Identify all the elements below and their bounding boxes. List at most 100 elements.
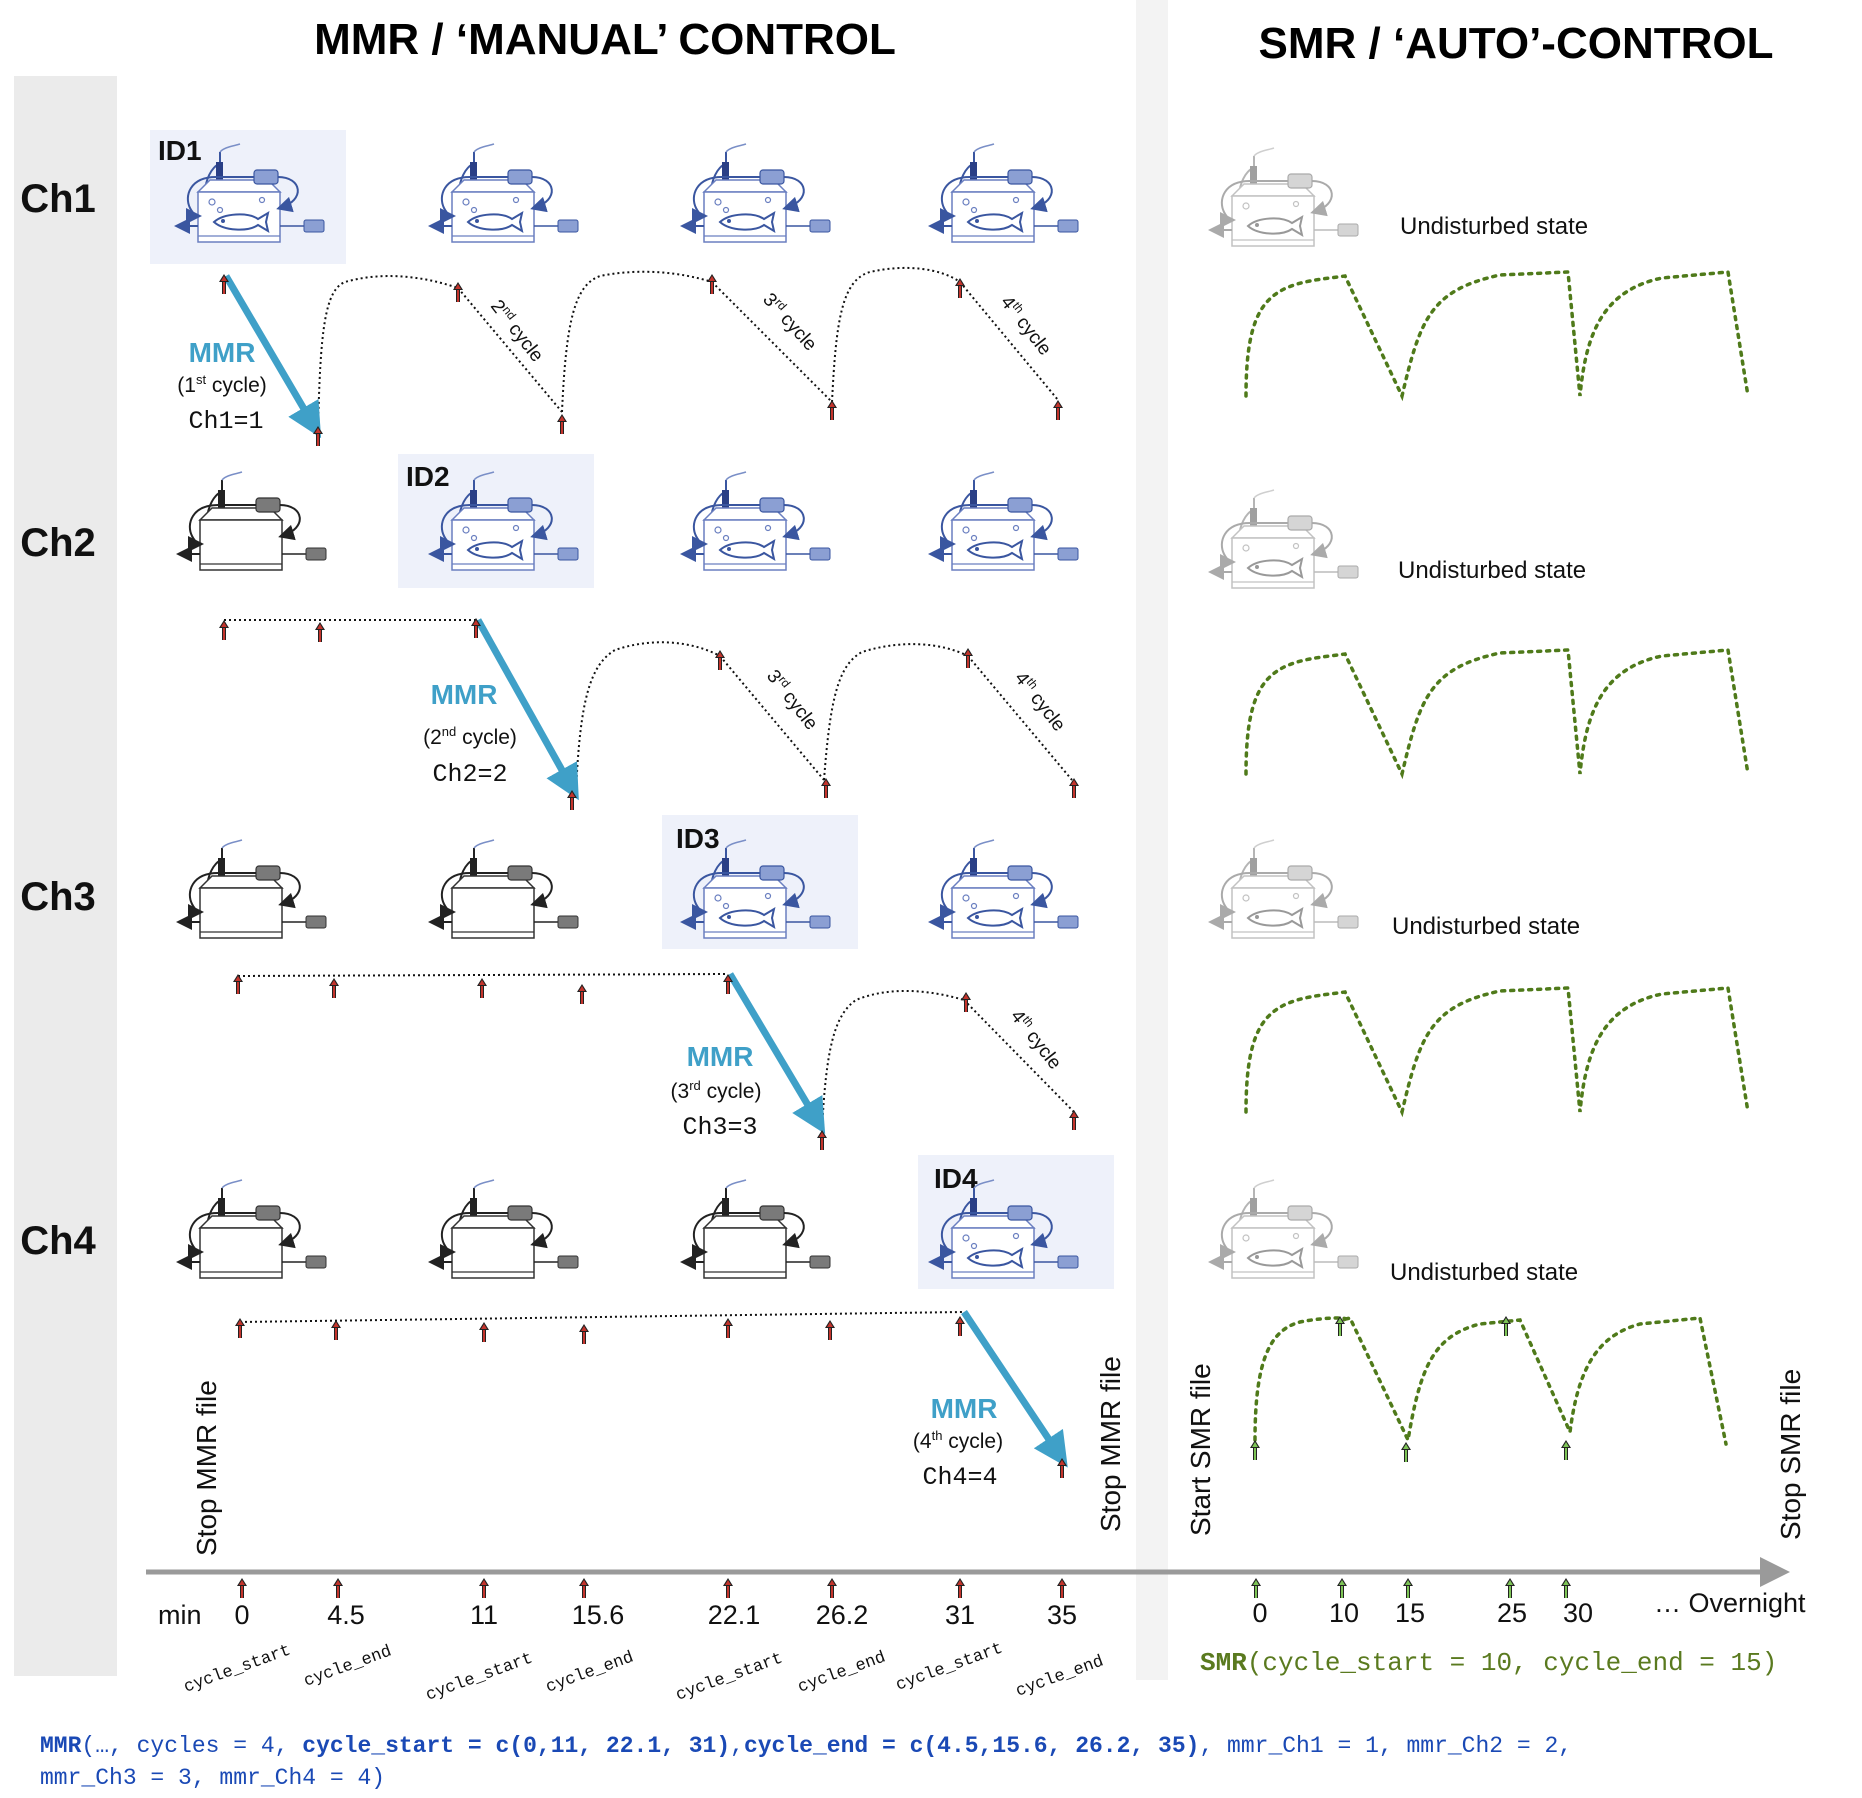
cycle-marker-arrow [575,982,589,1006]
ch3-mmr-trace [237,973,1075,1131]
chamber-icon [1212,148,1358,246]
ch2-mmr-arrow [474,618,579,801]
mmr-label-1: MMR [189,337,256,368]
mmr-label-2: MMR [431,679,498,710]
smr-marker-arrow [1248,1438,1262,1462]
cycle-marker-arrow [555,412,569,436]
stop-mmr-file-label-left: Stop MMR file [191,1380,222,1556]
cycle-marker-arrow [819,776,833,800]
smr-marker-arrow [1399,1440,1413,1464]
channel-label-ch4: Ch4 [20,1219,96,1263]
axis-tick-label: 15.6 [572,1600,625,1630]
mmr-code-3: Ch3=3 [682,1113,757,1142]
undisturbed-label-ch3: Undisturbed state [1392,913,1580,940]
mmr-cycle-4: (4th cycle) [913,1428,1003,1453]
cycle-marker-arrow [961,646,975,670]
axis-tick-label: 10 [1329,1598,1359,1628]
chamber-icon [1212,490,1358,588]
channel-label-ch1: Ch1 [20,177,96,221]
cycle-marker-arrow [721,1316,735,1340]
axis-tick-arrow [825,1576,839,1600]
axis-tick-label: 22.1 [708,1600,761,1630]
chamber-icon [432,144,578,242]
axis-tick-label: 35 [1047,1600,1077,1630]
cycle-marker-arrow [825,398,839,422]
mmr-cycle-2: (2nd cycle) [423,724,517,749]
axis-tick-arrow [953,1576,967,1600]
ch2-mmr-trace [224,619,1073,793]
ch3-mmr-arrow [726,972,826,1135]
chamber-icon [1212,840,1358,938]
channel-label-ch3: Ch3 [20,875,96,919]
smr-section-title: SMR / ‘AUTO’-CONTROL [1259,19,1774,68]
axis-tick-label: 26.2 [816,1600,869,1630]
chamber-icon [684,144,830,242]
axis-tick-name: cycle_start [424,1649,536,1705]
cycle-marker-arrow [231,972,245,996]
cycle-marker-arrow [233,1316,247,1340]
mmr-cycle-1: (1st cycle) [177,372,267,397]
cycle-marker-arrow [1051,398,1065,422]
channel-label-column [14,76,117,1676]
channel-label-ch2: Ch2 [20,521,96,565]
chamber-icon [1212,1180,1358,1278]
cycle-marker-arrow [477,1320,491,1344]
chamber-icon [432,840,578,938]
cycle-label: 4th cycle [1006,1005,1067,1074]
smr-curve-ch4 [1253,1315,1728,1446]
ch1-mmr-arrow [222,274,322,439]
axis-tick-label: 15 [1395,1598,1425,1628]
axis-tick-arrow [1559,1576,1573,1600]
cycle-marker-arrow [475,976,489,1000]
smr-marker-arrow [1559,1438,1573,1462]
ch4-mmr-arrow [961,1310,1068,1468]
id4-label: ID4 [934,1163,978,1194]
cycle-marker-arrow [815,1128,829,1152]
cycle-marker-arrow [1067,1108,1081,1132]
stop-mmr-file-label-right: Stop MMR file [1095,1356,1126,1532]
smr-marker-arrow [1499,1314,1513,1338]
chamber-icon [932,840,1078,938]
chamber-icon [684,472,830,570]
axis-tick-label: 25 [1497,1598,1527,1628]
overnight-label: … Overnight [1654,1588,1806,1618]
id1-label: ID1 [158,135,202,166]
axis-tick-name: cycle_end [544,1648,637,1697]
axis-tick-arrow [1335,1576,1349,1600]
axis-tick-arrow [721,1576,735,1600]
axis-tick-arrow [1401,1576,1415,1600]
axis-tick-arrow [331,1576,345,1600]
cycle-marker-arrow [329,1318,343,1342]
cycle-marker-arrow [1055,1456,1069,1480]
start-smr-file-label: Start SMR file [1185,1363,1216,1536]
mmr-cycle-3: (3rd cycle) [671,1078,762,1103]
cycle-marker-arrow [953,276,967,300]
mmr-code-1: Ch1=1 [188,407,263,436]
axis-tick-name: cycle_end [796,1648,889,1697]
cycle-label: 4th cycle [996,291,1057,360]
cycle-marker-arrow [327,976,341,1000]
axis-tick-label: 31 [945,1600,975,1630]
smr-curve-ch1 [1244,270,1750,398]
axis-tick-name: cycle_start [674,1649,786,1705]
axis-tick-arrow [1249,1576,1263,1600]
cycle-marker-arrow [311,424,325,448]
id2-label: ID2 [406,461,450,492]
axis-tick-name: cycle_start [182,1641,294,1697]
axis-unit-label: min [158,1600,202,1630]
cycle-marker-arrow [313,620,327,644]
axis-tick-label: 30 [1563,1598,1593,1628]
axis-tick-arrow [1503,1576,1517,1600]
axis-tick-arrow [1055,1576,1069,1600]
chamber-icon [180,840,326,938]
cycle-marker-arrow [959,990,973,1014]
cycle-marker-arrow [1067,776,1081,800]
chamber-icon [180,472,326,570]
axis-tick-label: 0 [1252,1598,1267,1628]
ch4-mmr-trace [239,1311,963,1323]
cycle-marker-arrow [217,618,231,642]
axis-tick-name: cycle_end [302,1642,395,1691]
cycle-label: 2nd cycle [486,295,549,366]
mmr-code-4: Ch4=4 [922,1463,997,1492]
